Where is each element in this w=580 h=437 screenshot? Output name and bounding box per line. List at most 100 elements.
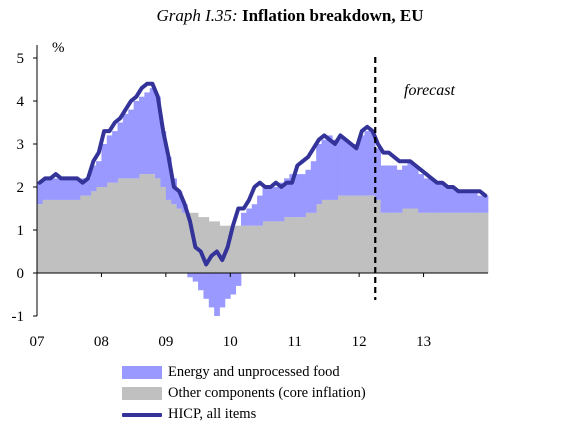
y-tick-label: -1 [12, 309, 25, 325]
x-tick-label: 07 [30, 334, 46, 350]
energy-bar [267, 187, 274, 222]
chart-legend: Energy and unprocessed food Other compon… [122, 362, 366, 425]
core-bar [461, 212, 467, 273]
core-bar [101, 187, 108, 273]
core-bar [122, 178, 129, 273]
core-bar [353, 195, 360, 273]
energy-bar [369, 131, 376, 196]
energy-bar [289, 174, 296, 218]
core-bar [305, 212, 312, 273]
core-bar [385, 212, 392, 273]
energy-bar [385, 165, 392, 213]
hicp-line [37, 81, 488, 267]
energy-bar [58, 178, 65, 200]
energy-bar [85, 178, 92, 196]
core-bar [326, 199, 333, 273]
energy-bar [423, 178, 430, 213]
core-bar [423, 212, 430, 273]
core-bar [176, 208, 183, 273]
energy-bar [187, 273, 194, 278]
energy-bar [214, 273, 220, 316]
core-inflation-bars [37, 174, 489, 273]
energy-bar [208, 273, 215, 308]
core-bar [455, 212, 462, 273]
energy-bar [278, 182, 285, 222]
energy-bar [144, 92, 151, 175]
energy-bar [74, 178, 81, 200]
legend-swatch-energy [122, 366, 162, 379]
core-bar [139, 174, 145, 273]
energy-bar [106, 135, 113, 183]
legend-item-core: Other components (core inflation) [122, 383, 366, 404]
core-bar [359, 195, 365, 273]
energy-bar [332, 139, 339, 200]
energy-bar [101, 144, 108, 187]
core-bar [128, 178, 134, 273]
energy-bar [219, 273, 226, 308]
legend-label-core: Other components (core inflation) [168, 385, 366, 401]
energy-bar [364, 131, 371, 196]
y-tick-label: 4 [17, 94, 25, 110]
core-bar [47, 199, 54, 273]
core-bar [310, 212, 317, 273]
energy-bar [343, 139, 349, 196]
energy-bar [192, 273, 199, 282]
core-bar [155, 178, 161, 273]
core-bar [364, 195, 371, 273]
chart-title-prefix: Graph I.35: [156, 6, 238, 25]
core-bar [63, 199, 70, 273]
core-bar [160, 187, 167, 273]
core-bar [434, 212, 441, 273]
energy-bar [326, 135, 333, 200]
core-bar [37, 204, 43, 273]
x-tick-label: 11 [287, 334, 301, 350]
core-bar [283, 217, 290, 273]
core-bar [117, 178, 124, 273]
core-bar [391, 212, 398, 273]
core-bar [251, 225, 258, 273]
legend-item-energy: Energy and unprocessed food [122, 362, 366, 383]
core-bar [85, 195, 92, 273]
x-tick-label: 09 [158, 334, 173, 350]
energy-bar [305, 169, 312, 213]
energy-bar [160, 131, 167, 187]
core-bar [96, 187, 102, 273]
energy-bar [316, 144, 322, 205]
energy-bar [155, 96, 161, 179]
core-bar [418, 212, 424, 273]
legend-item-hicp: HICP, all items [122, 404, 366, 425]
core-bar [380, 212, 387, 273]
core-bar [208, 221, 215, 273]
energy-bar [37, 182, 43, 205]
core-bar [294, 217, 301, 273]
core-bar [402, 208, 408, 273]
core-bar [106, 182, 113, 273]
energy-bar [79, 178, 86, 196]
energy-bar [461, 191, 467, 213]
core-bar [241, 225, 247, 273]
energy-bar [251, 204, 258, 226]
y-tick-label: 5 [17, 51, 25, 67]
x-tick-label: 10 [223, 334, 238, 350]
core-bar [300, 217, 306, 273]
x-tick-label: 08 [94, 334, 109, 350]
forecast-annotation: forecast [404, 82, 456, 99]
core-bar [466, 212, 473, 273]
core-bar [267, 221, 274, 273]
x-tick-label: 13 [416, 334, 431, 350]
core-bar [369, 195, 376, 273]
energy-bar [224, 273, 231, 299]
core-bar [262, 221, 269, 273]
chart-title: Graph I.35: Inflation breakdown, EU [0, 6, 580, 26]
energy-bar [482, 195, 489, 213]
energy-bar [402, 165, 408, 209]
energy-bar [375, 148, 381, 200]
energy-bar [337, 135, 344, 196]
energy-bar [283, 178, 290, 218]
energy-bar [310, 161, 317, 213]
energy-bar [359, 135, 365, 196]
core-bar [343, 195, 349, 273]
energy-bar [112, 131, 118, 183]
core-bar [321, 199, 328, 273]
